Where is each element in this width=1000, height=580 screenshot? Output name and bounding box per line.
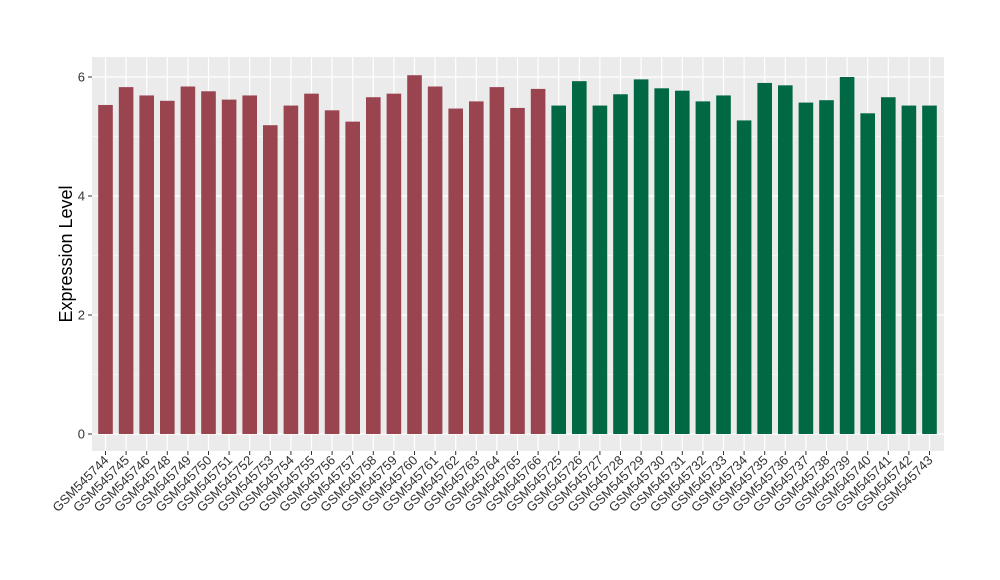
bar xyxy=(221,99,237,435)
bar xyxy=(860,113,875,435)
bar xyxy=(881,97,896,434)
bar xyxy=(736,120,752,434)
y-tick-label: 4 xyxy=(78,189,85,204)
bar xyxy=(118,87,134,435)
bar xyxy=(613,94,628,434)
bar xyxy=(901,105,917,434)
bar xyxy=(160,100,175,435)
bar xyxy=(324,110,340,434)
bar xyxy=(716,95,731,434)
bar xyxy=(675,90,690,434)
bar xyxy=(263,125,278,434)
bar xyxy=(572,81,587,434)
bar xyxy=(551,105,566,434)
bar xyxy=(695,101,711,435)
bar xyxy=(510,107,525,434)
y-axis-ticks: 0 2 4 6 xyxy=(78,70,92,442)
bar xyxy=(448,108,463,434)
bars xyxy=(98,75,937,435)
bar xyxy=(139,95,154,434)
bar xyxy=(180,86,196,435)
bar xyxy=(304,93,319,434)
bar xyxy=(345,121,360,434)
bar xyxy=(778,85,793,434)
bar xyxy=(819,100,834,434)
bar xyxy=(839,77,855,434)
y-tick-label: 2 xyxy=(78,308,85,323)
bar xyxy=(98,104,113,434)
bar xyxy=(757,82,772,434)
bar xyxy=(592,105,608,434)
bar xyxy=(283,105,299,434)
bar xyxy=(427,86,443,435)
bar xyxy=(922,105,937,434)
bar xyxy=(386,93,402,434)
bar xyxy=(798,102,814,435)
y-tick-label: 0 xyxy=(78,427,85,442)
bar xyxy=(633,79,649,434)
bar xyxy=(407,75,422,434)
y-tick-label: 6 xyxy=(78,70,85,85)
bar xyxy=(201,91,216,434)
x-axis-ticks: GSM545744GSM545745GSM545746GSM545748GSM5… xyxy=(49,451,936,515)
bar xyxy=(489,87,505,435)
bar xyxy=(469,101,484,435)
y-axis-title: Expression Level xyxy=(56,185,76,322)
bar xyxy=(654,88,669,435)
bar xyxy=(242,95,257,434)
bar xyxy=(366,97,381,434)
bar xyxy=(530,88,546,435)
